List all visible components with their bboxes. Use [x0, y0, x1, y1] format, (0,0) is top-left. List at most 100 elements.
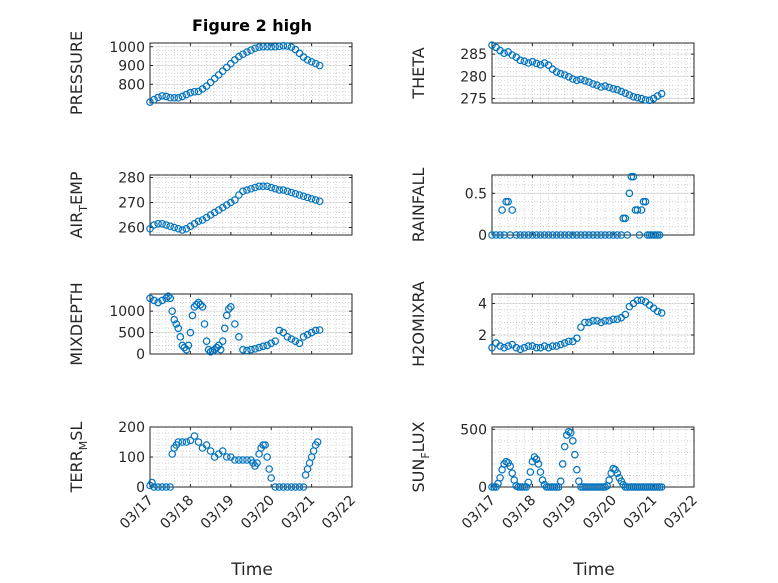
- data-point: [637, 296, 646, 305]
- data-point: [528, 57, 537, 66]
- data-point: [633, 93, 642, 102]
- data-point: [637, 206, 646, 214]
- data-point: [253, 459, 261, 467]
- panel-rainfall: 0 0.5 RAINFALL: [409, 168, 695, 244]
- data-point: [263, 453, 271, 461]
- data-point: [581, 76, 589, 85]
- x-tick-label: 03/20: [580, 493, 620, 533]
- data-point: [315, 197, 324, 206]
- data-point: [214, 71, 223, 79]
- data-point: [287, 188, 296, 197]
- data-point: [566, 428, 575, 437]
- panel-h2omixra-y-axis-label: H2OMIXRA: [409, 281, 428, 367]
- data-point: [291, 337, 300, 345]
- data-point: [623, 231, 632, 239]
- data-point: [536, 343, 545, 352]
- data-point: [641, 96, 650, 104]
- data-point: [552, 231, 561, 239]
- panel-sun_flux: 0 500 03/17 03/18 03/19 03/20 03/21 03/22 SUNFLU…: [409, 421, 701, 532]
- panel-pressure: 800 900 1000 PRESSURE: [67, 31, 353, 115]
- data-point: [629, 172, 638, 181]
- data-point: [313, 438, 322, 446]
- data-point: [311, 326, 320, 335]
- data-point: [210, 74, 219, 83]
- data-point: [548, 342, 557, 350]
- y-tick-label: 260: [118, 221, 145, 237]
- x-tick-label: 03/18: [157, 493, 197, 533]
- data-point: [263, 42, 271, 51]
- data-point: [150, 221, 158, 229]
- data-point: [166, 93, 175, 102]
- data-point: [222, 311, 231, 320]
- data-point: [279, 328, 288, 337]
- panel-rainfall-y-axis-label: RAINFALL: [409, 168, 428, 243]
- data-point: [522, 483, 531, 491]
- data-point: [275, 326, 284, 335]
- data-point: [488, 231, 496, 239]
- data-point: [243, 456, 251, 464]
- data-point: [263, 182, 271, 191]
- data-point: [585, 318, 593, 327]
- data-point: [231, 320, 239, 328]
- panel-mixdepth-y-axis-label: MIXDEPTH: [67, 282, 86, 365]
- data-point: [251, 44, 259, 53]
- data-point: [243, 346, 251, 355]
- data-point: [206, 211, 215, 219]
- data-point: [573, 465, 581, 474]
- data-point: [154, 93, 162, 102]
- data-point: [224, 305, 233, 313]
- data-point: [613, 315, 622, 324]
- data-point: [496, 473, 504, 482]
- panel-air_temp: 260 270 280 AIRTEMP: [67, 171, 353, 239]
- data-point: [283, 42, 292, 50]
- data-point: [621, 89, 630, 98]
- data-point: [621, 310, 630, 319]
- data-point: [560, 71, 569, 79]
- data-point: [496, 342, 504, 350]
- data-point: [150, 296, 158, 305]
- data-point: [536, 468, 545, 476]
- y-tick-label: 1000: [109, 40, 145, 56]
- data-point: [283, 187, 292, 196]
- data-point: [186, 222, 195, 231]
- data-point: [524, 478, 533, 487]
- data-point: [267, 42, 276, 51]
- data-point: [206, 78, 215, 87]
- data-point: [593, 81, 601, 90]
- data-point: [589, 231, 597, 239]
- data-point: [496, 231, 504, 239]
- data-point: [597, 83, 605, 91]
- data-point: [158, 92, 166, 100]
- data-point: [190, 219, 199, 228]
- data-point: [311, 59, 320, 68]
- data-point: [556, 231, 565, 239]
- y-tick-label: 285: [460, 47, 487, 63]
- data-point: [512, 231, 521, 239]
- data-point: [158, 296, 166, 305]
- y-tick-label: 500: [118, 326, 145, 342]
- data-point: [500, 343, 508, 352]
- data-point: [202, 213, 211, 222]
- data-point: [162, 92, 170, 101]
- y-tick-label: 280: [118, 171, 145, 187]
- data-point: [593, 317, 601, 325]
- x-tick-label: 03/19: [540, 493, 580, 533]
- data-point: [235, 191, 243, 199]
- data-point: [552, 68, 561, 76]
- data-point: [577, 231, 585, 239]
- data-point: [568, 75, 577, 83]
- data-point: [222, 63, 231, 72]
- data-point: [206, 447, 215, 455]
- y-tick-label: 200: [118, 420, 145, 436]
- data-point: [150, 95, 158, 104]
- data-point: [504, 197, 512, 206]
- data-point: [508, 206, 517, 214]
- data-point: [291, 45, 300, 54]
- data-point: [605, 83, 613, 92]
- data-point: [558, 460, 567, 468]
- panel-theta-y-axis-label: THETA: [409, 47, 428, 99]
- data-point: [532, 231, 541, 239]
- data-point: [504, 342, 512, 350]
- data-point: [581, 231, 589, 239]
- data-point: [271, 184, 280, 193]
